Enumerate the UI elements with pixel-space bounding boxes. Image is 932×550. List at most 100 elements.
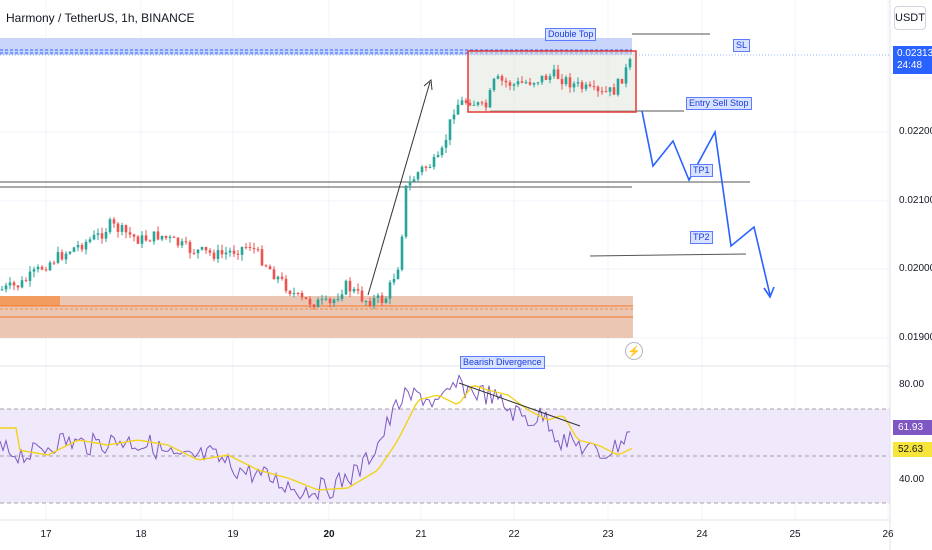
candle-body (420, 166, 424, 173)
candle-body (116, 223, 120, 232)
candle-body (316, 299, 320, 308)
candle-body (540, 75, 544, 83)
rsi-tick: 80.00 (899, 379, 925, 390)
candle-body (296, 293, 300, 295)
date-tick: 25 (789, 529, 801, 540)
tp1-label[interactable]: TP1 (690, 164, 713, 177)
candle-body (608, 87, 612, 92)
sl-label[interactable]: SL (733, 39, 751, 52)
level-line-tp2 (589, 253, 747, 257)
candle-body (164, 235, 168, 238)
double-top-label[interactable]: Double Top (545, 28, 597, 41)
candle-body (596, 86, 600, 92)
candle-body (536, 82, 540, 84)
candle-body (584, 84, 588, 89)
price-tick: 0.02100 (899, 195, 932, 206)
candle-body (188, 242, 192, 253)
candle-body (432, 157, 436, 167)
candle-body (140, 235, 144, 244)
candle-body (200, 246, 204, 250)
candle-body (600, 91, 604, 93)
tp2-label[interactable]: TP2 (690, 231, 713, 244)
candle-body (364, 301, 368, 303)
date-tick: 17 (40, 529, 52, 540)
candle-body (468, 102, 472, 106)
candle-body (552, 69, 556, 77)
double-top-box[interactable] (467, 50, 637, 113)
candle-body (208, 250, 212, 253)
currency-button[interactable]: USDT (894, 6, 926, 30)
candle-body (368, 301, 372, 306)
candle-body (204, 246, 208, 251)
candle-body (496, 76, 500, 79)
candle-body (272, 269, 276, 280)
date-tick: 20 (323, 529, 335, 540)
candle-body (260, 249, 264, 266)
candle-body (252, 248, 256, 250)
candle-body (36, 266, 40, 270)
candle-body (532, 82, 536, 85)
bearish-divergence-label[interactable]: Bearish Divergence (460, 356, 545, 369)
candle-body (440, 147, 444, 156)
candle-body (348, 280, 352, 292)
candle-body (460, 100, 464, 105)
candle-body (60, 252, 64, 260)
candle-body (240, 246, 244, 255)
candle-body (544, 75, 548, 80)
projection-path[interactable] (641, 110, 771, 296)
date-tick: 26 (882, 529, 894, 540)
price-tick: 0.02200 (899, 126, 932, 137)
candle-body (336, 298, 340, 300)
entry-sell-stop-label[interactable]: Entry Sell Stop (686, 97, 752, 110)
candle-body (268, 266, 272, 270)
candle-body (120, 225, 124, 232)
candle-body (492, 78, 496, 91)
candle-body (180, 241, 184, 246)
date-tick: 24 (696, 529, 708, 540)
candle-body (504, 80, 508, 83)
candle-body (184, 241, 188, 243)
candle-body (128, 232, 132, 235)
candle-body (556, 69, 560, 79)
candle-body (360, 290, 364, 302)
candle-body (508, 82, 512, 86)
candle-body (572, 83, 576, 88)
candlesticks (0, 57, 632, 310)
candle-body (160, 235, 164, 240)
candle-body (332, 299, 336, 304)
candle-body (628, 58, 632, 68)
candle-body (88, 239, 92, 242)
lightning-icon[interactable]: ⚡ (625, 342, 643, 360)
candle-body (500, 76, 504, 81)
candle-body (176, 237, 180, 246)
candle-body (568, 77, 572, 88)
candle-body (576, 82, 580, 84)
candle-body (548, 76, 552, 80)
candle-body (416, 172, 420, 180)
candle-body (476, 102, 480, 105)
candle-body (136, 236, 140, 244)
candle-body (236, 253, 240, 255)
candle-body (328, 298, 332, 304)
candle-body (264, 265, 268, 267)
candle-body (172, 236, 176, 238)
candle-body (424, 166, 428, 168)
candle-body (464, 100, 468, 103)
candle-body (400, 236, 404, 270)
candle-body (408, 181, 412, 186)
candle-body (384, 298, 388, 303)
candle-body (472, 104, 476, 106)
candle-body (284, 278, 288, 291)
rsi-tick: 40.00 (899, 474, 925, 485)
symbol-title[interactable]: Harmony / TetherUS, 1h, BINANCE (6, 11, 195, 25)
candle-body (216, 250, 220, 259)
candle-body (28, 271, 32, 281)
candle-body (340, 294, 344, 299)
candle-body (144, 235, 148, 241)
candle-body (124, 225, 128, 233)
candle-body (40, 266, 44, 270)
candle-body (220, 250, 224, 255)
current-price-tag[interactable]: 0.02313 24:48 (893, 46, 932, 74)
candle-body (292, 293, 296, 295)
